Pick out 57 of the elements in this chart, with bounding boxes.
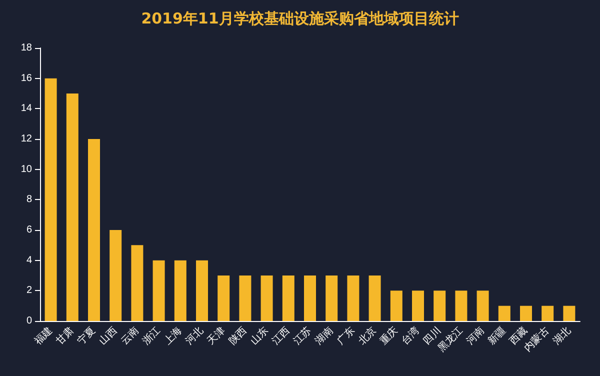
x-tick-label: 广东 [334, 324, 358, 348]
bar [152, 260, 165, 321]
y-tick-label: 18 [20, 42, 32, 54]
y-tick-label: 10 [20, 164, 32, 175]
x-tick-label: 江西 [270, 324, 292, 348]
bar [304, 276, 316, 321]
bar [498, 306, 510, 321]
bar [260, 276, 273, 321]
x-tick-label: 湖北 [550, 324, 574, 348]
x-tick-label: 福建 [32, 324, 55, 348]
x-tick-label: 新疆 [486, 324, 508, 348]
bar [218, 276, 230, 321]
bar [347, 276, 360, 321]
bar [476, 290, 489, 321]
x-tick-label: 甘肃 [54, 324, 76, 348]
x-tick-label: 山东 [248, 324, 271, 348]
x-tick-label: 河北 [183, 324, 206, 348]
bar [239, 276, 252, 321]
x-tick-label: 云南 [118, 324, 142, 348]
bar [44, 78, 57, 321]
y-tick-label: 4 [26, 254, 32, 266]
y-tick-label: 2 [26, 285, 32, 296]
x-tick-label: 重庆 [378, 324, 400, 348]
bar [174, 260, 186, 321]
x-tick-label: 宁夏 [75, 324, 98, 348]
bar [282, 276, 294, 321]
bar [196, 260, 208, 321]
x-tick-label: 江苏 [291, 324, 314, 348]
x-tick-label: 湖南 [312, 324, 336, 348]
x-tick-label: 北京 [356, 324, 379, 348]
y-tick-label: 0 [26, 316, 32, 326]
bar [455, 290, 468, 321]
bar [66, 94, 78, 321]
bar [368, 276, 381, 321]
bar [326, 276, 338, 321]
bar [88, 139, 100, 321]
bar [542, 306, 554, 321]
x-tick-label: 天津 [204, 324, 228, 348]
y-tick-label: 14 [20, 103, 32, 114]
x-tick-label: 台湾 [399, 324, 422, 348]
x-tick-label: 河南 [464, 324, 487, 348]
bar [131, 245, 144, 321]
chart-title: 2019年11月学校基础设施采购省地域项目统计 [141, 10, 459, 28]
y-tick-label: 16 [20, 72, 32, 84]
bar [110, 230, 122, 321]
bar [434, 290, 446, 321]
x-tick-label: 上海 [162, 324, 184, 348]
y-tick-label: 8 [26, 194, 32, 206]
bar [520, 306, 532, 321]
y-tick-label: 6 [26, 224, 32, 236]
bar [412, 290, 424, 321]
bar [390, 290, 402, 321]
x-tick-label: 浙江 [140, 324, 163, 348]
x-tick-label: 山西 [96, 324, 120, 348]
bar [563, 306, 576, 321]
x-tick-label: 陕西 [226, 324, 250, 348]
y-tick-label: 12 [20, 134, 32, 144]
